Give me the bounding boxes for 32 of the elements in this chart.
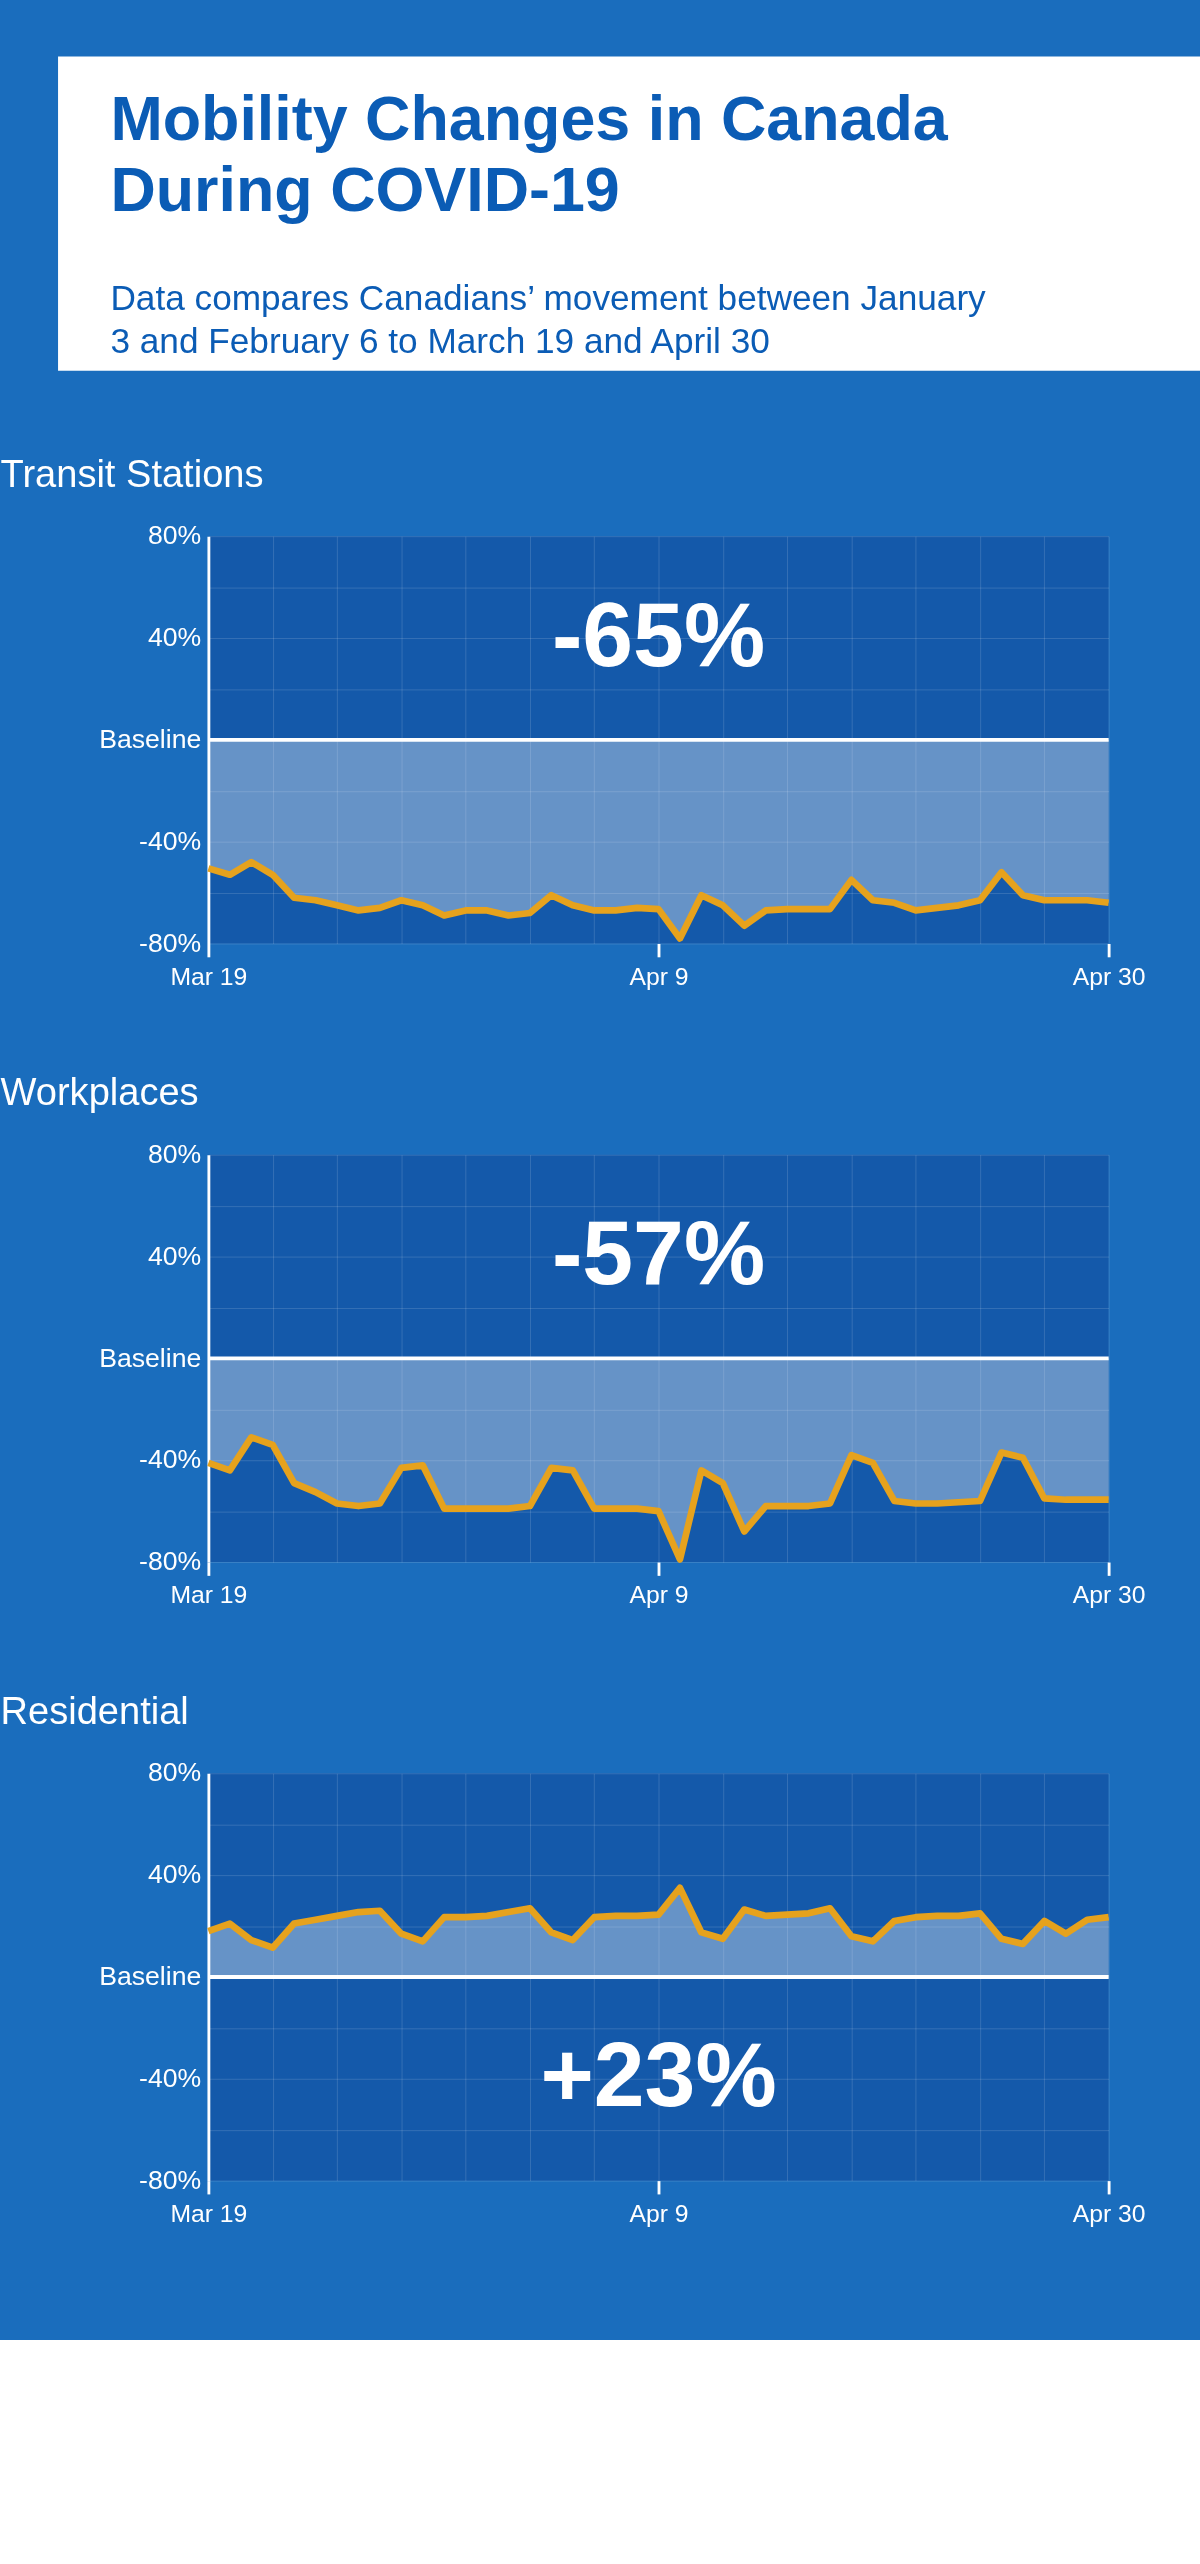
- annotation: +23%: [540, 2023, 777, 2126]
- y-tick-label: -40%: [139, 1444, 202, 1475]
- y-tick-label: Baseline: [99, 1961, 202, 1992]
- y-tick-label: 80%: [147, 1138, 202, 1169]
- y-tick-label: -80%: [139, 927, 202, 958]
- x-tick-label: Mar 19: [170, 962, 248, 990]
- y-tick-label: 40%: [147, 1859, 202, 1890]
- x-tick-label: Apr 9: [629, 1581, 689, 1609]
- y-tick-label: -80%: [139, 1546, 202, 1577]
- x-tick-label: Mar 19: [170, 2200, 248, 2228]
- text: Data compares Canadians’ movement between January 3 and February 6 to March 19 and April 30: [110, 277, 987, 361]
- x-tick-label: Apr 30: [1072, 2200, 1146, 2228]
- annotation: -57%: [551, 1201, 766, 1304]
- y-tick-label: 40%: [147, 1240, 202, 1271]
- y-tick-label: -40%: [139, 825, 202, 856]
- annotation: -65%: [551, 582, 766, 685]
- text: Mobility Changes in Canada During COVID-19: [110, 83, 949, 224]
- x-tick-label: Apr 30: [1072, 962, 1146, 990]
- y-tick-label: 80%: [147, 1757, 202, 1788]
- chart-title: Residential: [0, 1689, 189, 1732]
- x-tick-label: Apr 30: [1072, 1581, 1146, 1609]
- y-tick-label: Baseline: [99, 1342, 202, 1373]
- x-tick-label: Apr 9: [629, 2200, 689, 2228]
- chart-title: Transit Stations: [0, 452, 264, 495]
- chart-title: Workplaces: [0, 1071, 199, 1114]
- y-tick-label: 40%: [147, 622, 202, 653]
- y-tick-label: -80%: [139, 2164, 202, 2195]
- x-tick-label: Mar 19: [170, 1581, 248, 1609]
- y-tick-label: 80%: [147, 520, 202, 551]
- y-tick-label: Baseline: [99, 723, 202, 754]
- x-tick-label: Apr 9: [629, 962, 689, 990]
- y-tick-label: -40%: [139, 2062, 202, 2093]
